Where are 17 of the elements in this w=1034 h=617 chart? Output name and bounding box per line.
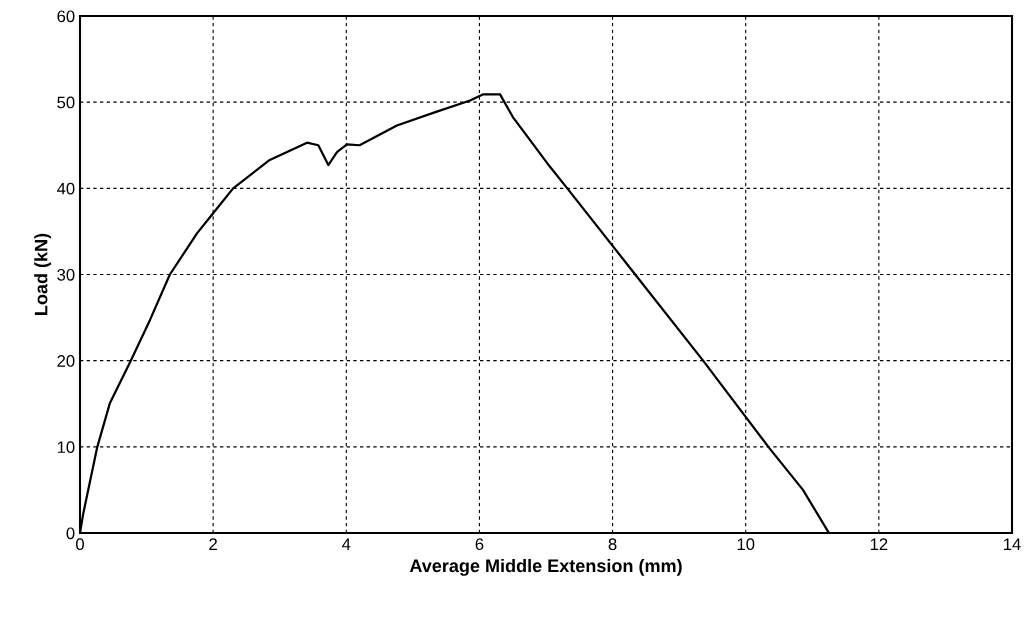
x-tick-label: 0 [76, 538, 84, 551]
y-tick-label: 10 [57, 441, 75, 454]
y-tick-label: 20 [57, 355, 75, 367]
x-tick-label: 12 [870, 538, 888, 550]
y-tick-label: 50 [57, 96, 75, 109]
y-tick-label: 0 [66, 527, 75, 540]
x-tick-label: 6 [475, 538, 484, 551]
x-tick-label: 10 [737, 538, 755, 551]
y-tick-label: 30 [57, 268, 75, 281]
x-tick-label: 2 [209, 538, 217, 550]
y-tick-label: 60 [57, 10, 75, 23]
x-tick-label: 4 [342, 538, 351, 550]
y-axis-title: Load (kN) [34, 233, 52, 315]
x-tick-label: 14 [1004, 538, 1021, 550]
y-tick-label: 40 [56, 182, 75, 195]
x-tick-label: 8 [608, 538, 617, 551]
x-axis-title: Average Middle Extension (mm) [409, 558, 682, 576]
